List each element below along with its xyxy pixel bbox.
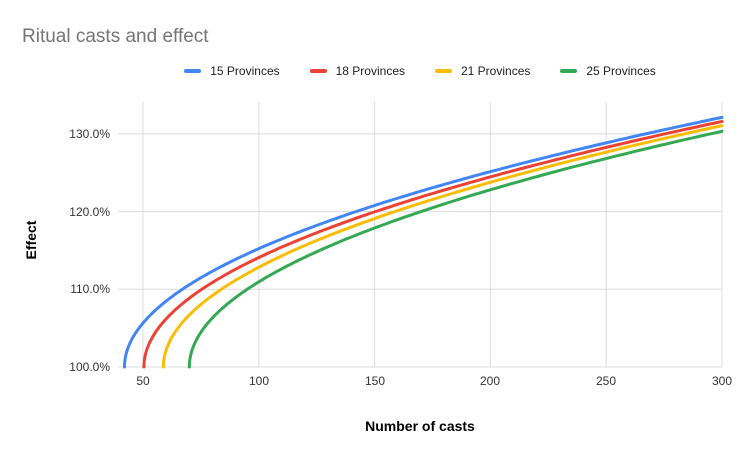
legend-label: 25 Provinces bbox=[586, 64, 656, 78]
legend-marker-icon bbox=[560, 69, 578, 73]
legend-label: 18 Provinces bbox=[335, 64, 405, 78]
series-line-21-provinces bbox=[161, 124, 724, 369]
legend-item-21-provinces: 21 Provinces bbox=[435, 64, 530, 78]
legend-marker-icon bbox=[309, 69, 327, 73]
series-line-18-provinces bbox=[142, 119, 724, 369]
series-line-15-provinces bbox=[123, 115, 724, 369]
chart-title: Ritual casts and effect bbox=[22, 26, 209, 47]
y-tick-label-100: 100.0% bbox=[69, 360, 110, 374]
y-axis-title: Effect bbox=[23, 220, 39, 260]
legend-marker-icon bbox=[435, 69, 452, 73]
x-tick-label-150: 150 bbox=[364, 374, 386, 388]
series-line-25-provinces bbox=[187, 129, 724, 369]
x-tick-label-100: 100 bbox=[248, 374, 270, 388]
gridlines bbox=[118, 102, 723, 368]
series-lines bbox=[123, 115, 724, 369]
x-tick-label-250: 250 bbox=[595, 374, 617, 388]
legend-marker-icon bbox=[184, 69, 202, 73]
legend-label: 15 Provinces bbox=[210, 64, 280, 78]
x-axis-title: Number of casts bbox=[365, 418, 475, 434]
x-tick-label-200: 200 bbox=[479, 374, 501, 388]
x-tick-label-50: 50 bbox=[136, 374, 150, 388]
legend: 15 Provinces 18 Provinces 21 Provinces 25 P… bbox=[118, 61, 722, 81]
legend-item-15-provinces: 15 Provinces bbox=[184, 64, 280, 78]
y-tick-label-120: 120.0% bbox=[69, 205, 110, 219]
legend-item-18-provinces: 18 Provinces bbox=[309, 64, 405, 78]
x-tick-label-300: 300 bbox=[711, 374, 733, 388]
legend-item-25-provinces: 25 Provinces bbox=[560, 64, 656, 78]
y-tick-label-110: 110.0% bbox=[70, 282, 110, 296]
y-tick-label-130: 130.0% bbox=[69, 127, 110, 141]
legend-label: 21 Provinces bbox=[461, 64, 531, 78]
